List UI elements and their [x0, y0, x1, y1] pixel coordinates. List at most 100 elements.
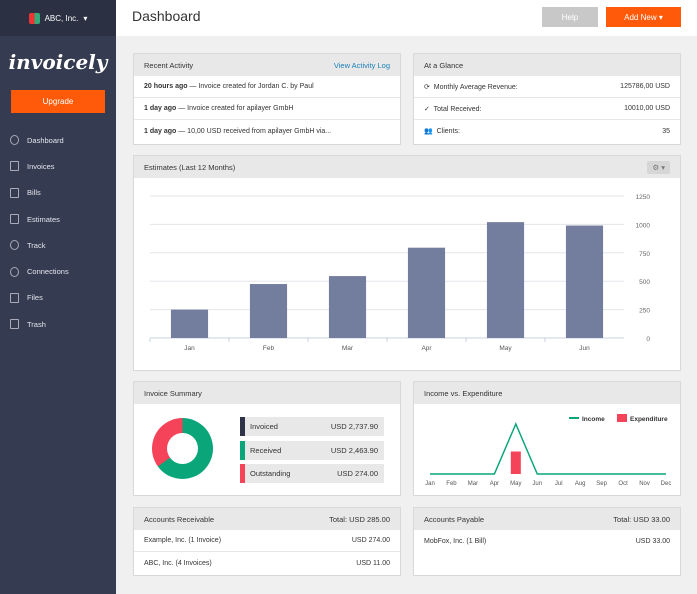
activity-item: 1 day ago — 10,00 USD received from apil…	[134, 120, 400, 142]
settings-gear-button[interactable]: ⚙ ▾	[647, 160, 670, 174]
document-icon	[10, 214, 19, 225]
summary-value: USD 2,463.90	[330, 446, 378, 455]
panel-title: Estimates (Last 12 Months)	[144, 162, 236, 172]
bar-mar	[328, 276, 367, 338]
help-button[interactable]: Help	[542, 7, 598, 27]
activity-time: 1 day ago	[144, 127, 177, 135]
x-tick-label: Nov	[639, 481, 650, 487]
income-line	[430, 422, 666, 475]
x-tick-label: Oct	[618, 481, 628, 487]
nav-label: Dashboard	[27, 135, 64, 145]
receivable-row[interactable]: ABC, Inc. (4 Invoices) USD 11.00	[134, 552, 400, 574]
nav-label: Trash	[27, 319, 46, 329]
activity-time: 20 hours ago	[144, 83, 188, 90]
sidebar-item-files[interactable]: Files	[0, 285, 116, 311]
org-name: ABC, Inc.	[44, 13, 79, 23]
panel-title: Accounts Receivable	[144, 514, 215, 524]
payable-row[interactable]: MobFox, Inc. (1 Bill) USD 33.00	[414, 530, 680, 552]
invoicely-logo: invoicely	[8, 50, 108, 74]
y-tick-label: 500	[639, 279, 650, 286]
receivable-row[interactable]: Example, Inc. (1 Invoice) USD 274.00	[134, 530, 400, 552]
activity-text: — Invoice created for apilayer GmbH	[176, 105, 294, 112]
users-icon: 👥	[424, 128, 433, 135]
accounts-receivable-panel: Accounts Receivable Total: USD 285.00 Exa…	[133, 507, 401, 576]
glance-row: 👥 Clients: 35	[414, 120, 680, 142]
x-tick-label: Apr	[421, 345, 432, 352]
refresh-icon: ⟳	[424, 83, 430, 91]
x-tick-label: Mar	[468, 481, 478, 487]
x-tick-label: Jun	[579, 345, 590, 352]
panel-title: At a Glance	[424, 60, 464, 70]
income-expenditure-chart: Income Expenditure Jan Feb Mar Apr May Jun Jul Au…	[425, 414, 671, 487]
org-logo-icon	[28, 12, 40, 24]
legend-expenditure-swatch	[617, 414, 627, 422]
nav-label: Connections	[27, 267, 69, 277]
y-tick-label: 750	[639, 251, 650, 258]
bar-may	[486, 222, 525, 338]
income-expenditure-panel: Income vs. Expenditure Income Expenditure…	[413, 381, 681, 496]
summary-invoiced: Invoiced USD 2,737.90	[240, 417, 384, 436]
sidebar-item-bills[interactable]: Bills	[0, 180, 116, 206]
glance-label: Monthly Average Revenue:	[433, 83, 518, 91]
nav-label: Estimates	[27, 214, 60, 224]
upgrade-button[interactable]: Upgrade	[11, 90, 105, 113]
nav-label: Track	[27, 240, 46, 250]
sidebar-item-estimates[interactable]: Estimates	[0, 206, 116, 232]
panel-title: Income vs. Expenditure	[424, 388, 503, 398]
client-name: ABC, Inc. (4 Invoices)	[144, 559, 212, 567]
caret-down-icon: ▾	[83, 13, 88, 23]
x-tick-label: Jan	[184, 345, 195, 352]
legend-income-label: Income	[582, 416, 605, 423]
sidebar-item-track[interactable]: Track	[0, 232, 116, 258]
org-switcher[interactable]: ABC, Inc. ▾	[0, 0, 116, 36]
vendor-name: MobFox, Inc. (1 Bill)	[424, 537, 487, 545]
activity-text: — Invoice created for Jordan C. by Paul	[187, 83, 314, 90]
amount: USD 274.00	[351, 537, 390, 544]
glance-row: ⟳ Monthly Average Revenue: 125786,00 USD	[414, 76, 680, 98]
summary-received: Received USD 2,463.90	[240, 441, 384, 460]
sidebar-item-dashboard[interactable]: Dashboard	[0, 127, 116, 153]
sidebar: ABC, Inc. ▾ invoicely Upgrade Dashboard I…	[0, 0, 116, 594]
pie-chart-icon	[10, 135, 19, 146]
payable-total: Total: USD 33.00	[613, 514, 670, 524]
activity-item: 1 day ago — Invoice created for apilayer…	[134, 98, 400, 120]
x-tick-label: Feb	[263, 345, 275, 352]
nav-label: Invoices	[27, 161, 55, 171]
bar-apr	[407, 247, 446, 338]
connections-icon	[10, 266, 19, 277]
x-tick-label: May	[510, 481, 521, 487]
glance-label: Clients:	[436, 128, 460, 135]
add-new-button[interactable]: Add New ▾	[606, 7, 681, 27]
x-tick-label: May	[499, 345, 512, 352]
top-header: Dashboard Help Add New ▾	[116, 0, 697, 36]
glance-value: 10010,00 USD	[624, 105, 670, 112]
trash-icon	[10, 319, 19, 330]
activity-item: 20 hours ago — Invoice created for Jorda…	[134, 76, 400, 98]
panel-title: Recent Activity	[144, 60, 194, 70]
sidebar-item-trash[interactable]: Trash	[0, 311, 116, 337]
files-icon	[10, 292, 19, 303]
legend-expenditure-label: Expenditure	[630, 416, 668, 423]
invoice-donut-chart	[152, 418, 213, 479]
summary-label: Invoiced	[250, 422, 278, 431]
at-a-glance-panel: At a Glance ⟳ Monthly Average Revenue: 12…	[413, 53, 681, 145]
y-tick-label: 1250	[636, 194, 651, 201]
y-tick-label: 1000	[636, 222, 651, 229]
add-new-label: Add New	[624, 12, 657, 22]
sidebar-item-invoices[interactable]: Invoices	[0, 153, 116, 179]
bar-feb	[249, 284, 288, 338]
y-tick-label: 0	[646, 336, 650, 343]
sidebar-item-connections[interactable]: Connections	[0, 258, 116, 284]
view-activity-log-link[interactable]: View Activity Log	[333, 60, 390, 70]
invoice-icon	[10, 161, 19, 172]
estimates-bar-chart: 0 250 500 750 1000 1250 Jan Feb Mar Apr May Jun	[149, 194, 651, 352]
alarm-clock-icon	[10, 240, 19, 251]
panel-title: Accounts Payable	[424, 514, 485, 524]
page-title: Dashboard	[132, 8, 201, 24]
recent-activity-panel: Recent Activity View Activity Log 20 hour…	[133, 53, 401, 145]
glance-label: Total Received:	[433, 105, 482, 113]
summary-label: Outstanding	[250, 469, 291, 478]
nav-label: Bills	[27, 188, 41, 198]
invoice-summary-panel: Invoice Summary Invoiced USD 2,737.90 Rec…	[133, 381, 401, 496]
x-tick-label: Feb	[446, 481, 457, 487]
